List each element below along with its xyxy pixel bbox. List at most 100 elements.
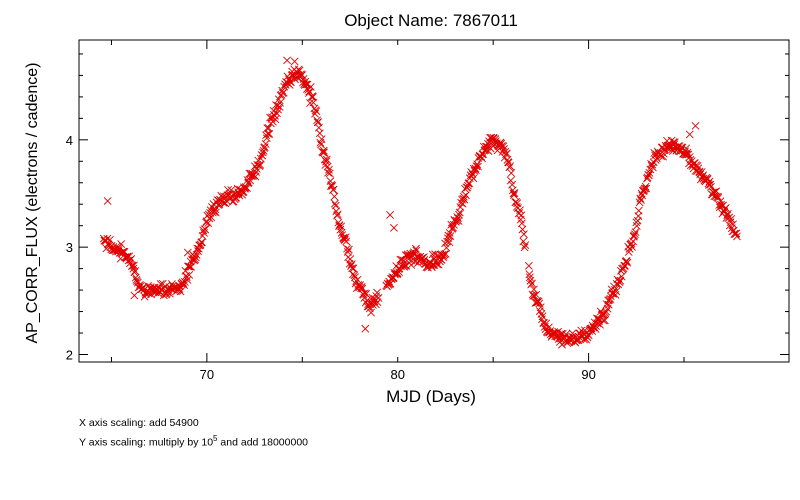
data-point-marker <box>350 271 359 280</box>
data-point-marker <box>176 287 185 296</box>
data-point-marker <box>243 184 251 192</box>
data-point-marker <box>491 137 500 146</box>
data-point-marker <box>198 238 206 247</box>
plot-frame <box>78 39 790 363</box>
data-point-marker <box>139 282 148 291</box>
data-point-marker <box>670 140 679 149</box>
data-point-marker <box>175 284 184 293</box>
data-point-marker <box>474 162 482 171</box>
data-point-marker <box>373 288 382 297</box>
data-point-marker <box>276 98 284 107</box>
x-scaling-text: X axis scaling: add 54900 <box>79 417 199 429</box>
data-point-marker <box>615 278 624 287</box>
data-point-marker <box>721 203 730 212</box>
data-point-marker <box>614 280 623 289</box>
data-point-marker <box>473 160 482 169</box>
data-point-marker <box>691 121 700 130</box>
data-point-marker <box>339 234 348 243</box>
data-point-marker <box>395 264 404 273</box>
data-point-marker <box>130 291 139 300</box>
data-point-marker <box>374 294 383 302</box>
x-scaling-note: X axis scaling: add 54900 <box>79 417 199 429</box>
data-point-marker <box>530 285 538 294</box>
y-tick-label: 4 <box>66 133 73 148</box>
data-point-marker <box>306 99 315 107</box>
data-point-marker <box>707 182 715 191</box>
data-point-marker <box>455 210 463 219</box>
data-point-marker <box>103 197 112 205</box>
data-point-marker <box>419 253 428 262</box>
data-point-marker <box>401 261 409 270</box>
data-point-marker <box>599 316 608 325</box>
data-point-marker <box>258 148 267 157</box>
data-point-marker <box>346 255 355 263</box>
data-point-marker <box>330 199 339 208</box>
data-point-marker <box>131 267 140 275</box>
data-point-marker <box>524 261 533 270</box>
data-point-marker <box>290 57 299 66</box>
data-point-marker <box>320 148 329 157</box>
data-point-marker <box>510 191 518 199</box>
data-point-marker <box>349 264 358 273</box>
data-point-marker <box>330 192 339 201</box>
data-point-marker <box>685 130 694 139</box>
data-point-marker <box>312 107 321 116</box>
data-point-marker <box>525 270 534 279</box>
data-point-marker <box>344 245 353 254</box>
data-point-marker <box>187 262 196 271</box>
data-point-marker <box>343 244 351 253</box>
data-point-marker <box>191 255 200 264</box>
data-point-marker <box>517 219 526 228</box>
data-point-marker <box>684 150 693 159</box>
data-point-marker <box>246 176 255 185</box>
data-point-marker <box>685 153 694 161</box>
data-point-marker <box>262 134 271 143</box>
data-point-marker <box>499 142 508 151</box>
data-point-marker <box>729 220 737 229</box>
data-point-marker <box>521 241 530 250</box>
data-point-marker <box>322 157 331 166</box>
data-point-marker <box>538 312 547 321</box>
data-point-marker <box>516 206 524 215</box>
data-point-marker <box>441 250 450 258</box>
data-point-marker <box>634 206 643 215</box>
data-point-marker <box>260 143 269 152</box>
data-point-marker <box>127 254 136 263</box>
data-point-marker <box>333 210 342 219</box>
data-point-marker <box>517 211 526 220</box>
data-point-marker <box>629 232 638 241</box>
data-point-marker <box>604 300 613 309</box>
data-point-marker <box>612 287 621 296</box>
data-point-marker <box>716 197 725 206</box>
data-point-marker <box>444 231 453 240</box>
chart-title: Object Name: 7867011 <box>344 11 518 30</box>
y-scaling-suffix: and add 18000000 <box>217 436 309 449</box>
data-point-marker <box>469 174 478 183</box>
data-point-marker <box>637 196 645 205</box>
y-axis-label: AP_CORR_FLUX (electrons / cadence) <box>24 63 41 344</box>
x-tick-label-80: 80 <box>391 367 405 382</box>
data-point-marker <box>611 290 620 299</box>
data-point-marker <box>652 154 661 163</box>
data-point-marker <box>551 332 560 341</box>
data-point-marker <box>201 225 210 234</box>
data-point-marker <box>133 277 141 286</box>
y-tick-label: 3 <box>66 240 73 255</box>
data-point-marker <box>252 168 260 176</box>
data-point-marker <box>183 248 192 257</box>
data-point-marker <box>518 225 527 234</box>
data-point-marker <box>281 80 290 89</box>
data-point-marker <box>211 208 220 217</box>
data-point-marker <box>311 109 319 118</box>
data-point-marker <box>271 115 280 124</box>
data-point-marker <box>563 339 572 348</box>
data-point-marker <box>542 319 551 328</box>
data-point-marker <box>357 283 366 291</box>
data-point-marker <box>642 184 651 193</box>
data-point-marker <box>361 324 370 333</box>
data-point-marker <box>191 253 200 262</box>
data-point-marker <box>306 82 315 91</box>
data-point-marker <box>506 162 515 171</box>
data-point-marker <box>454 217 463 225</box>
data-point-marker <box>211 205 220 214</box>
